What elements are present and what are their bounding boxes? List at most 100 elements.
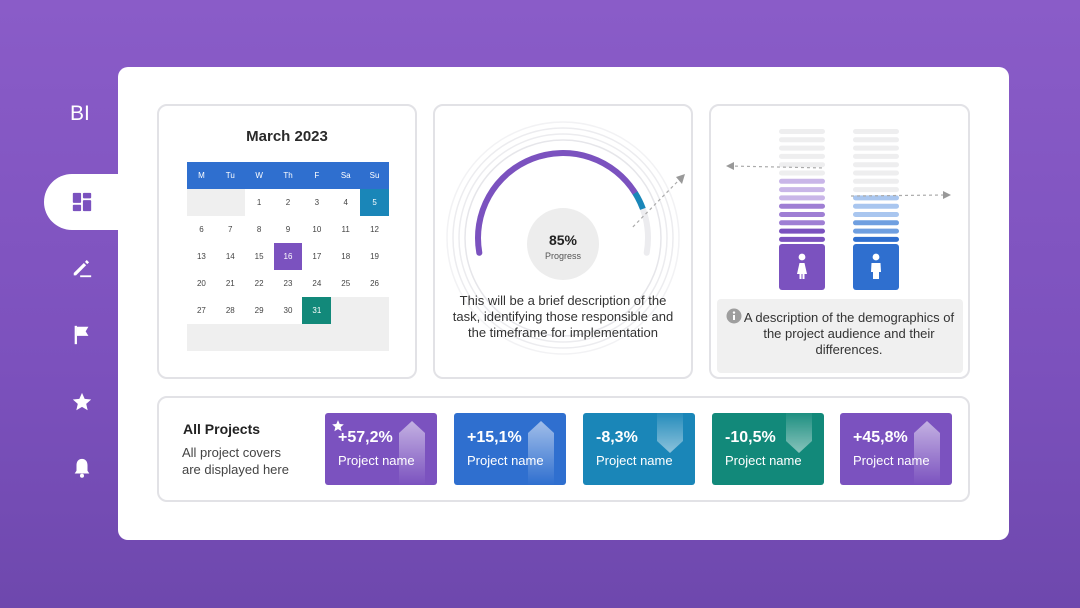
male-level-bars (853, 129, 899, 242)
projects-card: All Projects All project covers are disp… (157, 396, 970, 502)
calendar-day[interactable]: 30 (283, 306, 293, 315)
calendar-day[interactable]: 28 (225, 306, 235, 315)
trend-down-icon (657, 413, 683, 453)
project-name: Project name (467, 453, 544, 468)
project-tile[interactable]: +15,1% Project name (454, 413, 566, 485)
weekday-label: Tu (225, 171, 235, 180)
info-icon (726, 308, 742, 324)
calendar-blank-cell (331, 297, 361, 324)
project-tile[interactable]: -8,3% Project name (583, 413, 695, 485)
level-bar (779, 170, 825, 176)
calendar-day[interactable]: 29 (254, 306, 264, 315)
level-bar (779, 162, 825, 168)
calendar-day[interactable]: 21 (225, 279, 235, 288)
calendar-day[interactable]: 23 (283, 279, 293, 288)
star-icon (72, 392, 92, 411)
star-icon[interactable] (331, 419, 345, 433)
calendar-blank-cell (187, 189, 216, 216)
sidebar-item-dashboard[interactable] (70, 190, 94, 214)
weekday-label: W (255, 171, 263, 180)
calendar-day[interactable]: 24 (312, 279, 322, 288)
level-bar (853, 236, 899, 242)
flag-icon (74, 325, 89, 345)
demographics-info-box: A description of the demographics of the… (717, 299, 963, 373)
calendar-day[interactable]: 22 (254, 279, 264, 288)
calendar-day[interactable]: 8 (256, 225, 262, 234)
calendar-day[interactable]: 20 (196, 279, 206, 288)
calendar-blank-cell (360, 297, 389, 324)
level-bar (779, 236, 825, 242)
calendar-weekday-header: M Tu W Th F Sa Su (187, 162, 389, 189)
demographics-bars (726, 129, 951, 290)
progress-card: 85% Progress This will be a brief descri… (433, 104, 693, 379)
progress-fill (475, 150, 639, 256)
weekday-label: Sa (340, 171, 351, 180)
calendar-day[interactable]: 1 (256, 198, 262, 207)
sidebar-item-notifications[interactable] (70, 456, 94, 480)
calendar-blank-cell (187, 324, 216, 351)
calendar-day[interactable]: 10 (312, 225, 322, 234)
level-bar (853, 178, 899, 184)
weekday-label: F (314, 171, 320, 180)
level-bar (779, 129, 825, 134)
project-change: -8,3% (596, 429, 638, 446)
calendar-blank-cell (302, 324, 332, 351)
sidebar-item-favorites[interactable] (70, 390, 94, 414)
calendar-day[interactable]: 27 (196, 306, 206, 315)
level-bar (853, 162, 899, 168)
level-bar (853, 212, 899, 217)
trend-up-icon (399, 421, 425, 485)
sidebar-item-edit[interactable] (70, 256, 94, 280)
progress-value: 85% (548, 232, 578, 248)
calendar-day[interactable]: 9 (285, 225, 291, 234)
calendar-day[interactable]: 6 (199, 225, 204, 234)
calendar-day[interactable]: 5 (360, 189, 389, 216)
demographics-card: A description of the demographics of the… (709, 104, 970, 379)
sidebar-item-flag[interactable] (70, 323, 94, 347)
calendar-blank-cell (215, 189, 245, 216)
calendar-day[interactable]: 19 (370, 252, 380, 261)
level-bar (779, 187, 825, 193)
calendar-day[interactable]: 17 (312, 252, 322, 261)
project-tile[interactable]: +57,2% Project name (325, 413, 437, 485)
app-logo: BI (70, 102, 90, 125)
calendar-day[interactable]: 18 (341, 252, 351, 261)
progress-fill-tip (632, 191, 646, 210)
calendar-day[interactable]: 13 (196, 252, 206, 261)
calendar-day[interactable]: 16 (273, 243, 303, 270)
weekday-label: M (198, 171, 205, 180)
level-bar (779, 220, 825, 226)
calendar-blank-cell (273, 324, 303, 351)
female-level-bars (779, 129, 825, 242)
trend-down-icon (786, 413, 812, 453)
projects-title: All Projects (183, 421, 261, 437)
progress-caption: Progress (544, 251, 581, 261)
calendar-blank-cell (360, 324, 389, 351)
demographics-description: A description of the demographics of the… (743, 310, 955, 357)
project-change: -10,5% (725, 429, 776, 446)
calendar-day[interactable]: 25 (341, 279, 351, 288)
level-bar (779, 195, 825, 201)
level-bar (853, 195, 899, 201)
calendar-day[interactable]: 2 (285, 198, 291, 207)
calendar-day[interactable]: 15 (254, 252, 264, 261)
project-tile[interactable]: +45,8% Project name (840, 413, 952, 485)
calendar-day[interactable]: 12 (370, 225, 380, 234)
calendar-day[interactable]: 7 (228, 225, 233, 234)
dashboard-icon (72, 192, 92, 212)
calendar-days: 1 2 3 4 5 6 7 8 9 10 11 12 13 14 15 16 17 18 19 20 21 22 23 24 2… (187, 189, 389, 351)
calendar-day[interactable]: 31 (302, 297, 332, 324)
main-panel: March 2023 M Tu W Th F Sa Su 1 2 3 4 5 6 7 8 9 10 11 12 13… (118, 67, 1009, 540)
calendar-day[interactable]: 3 (314, 198, 320, 207)
project-tile[interactable]: -10,5% Project name (712, 413, 824, 485)
calendar-day[interactable]: 14 (225, 252, 235, 261)
project-name: Project name (596, 453, 673, 468)
level-bar (779, 137, 825, 143)
level-bar (853, 145, 899, 151)
calendar-day[interactable]: 26 (370, 279, 380, 288)
level-bar (853, 129, 899, 134)
progress-gauge (446, 121, 685, 355)
calendar-day[interactable]: 4 (343, 198, 348, 207)
calendar-blank-cell (215, 324, 245, 351)
calendar-day[interactable]: 11 (341, 225, 350, 234)
